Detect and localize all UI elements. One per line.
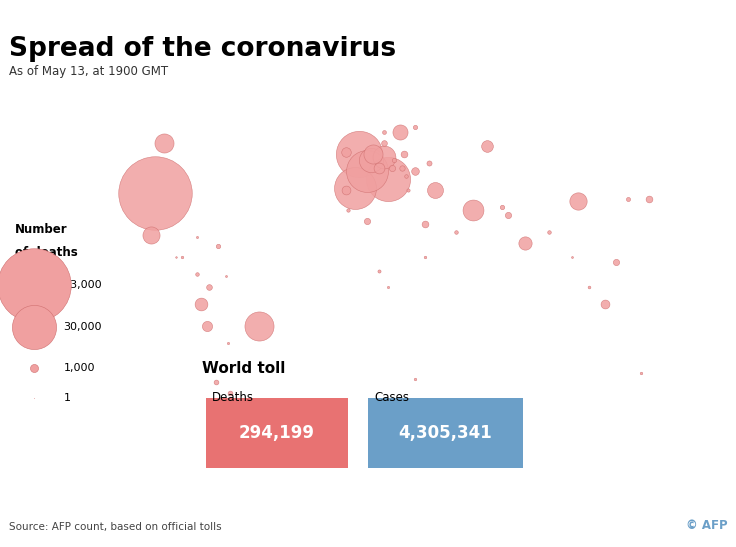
Point: [195, 300, 207, 309]
Point: [543, 228, 555, 236]
Text: World toll: World toll: [202, 361, 286, 376]
Point: [373, 266, 385, 275]
Point: [224, 388, 236, 397]
Point: [450, 228, 462, 236]
Text: 294,199: 294,199: [239, 424, 315, 442]
FancyBboxPatch shape: [367, 398, 523, 468]
Point: [419, 253, 431, 261]
Point: [378, 153, 389, 161]
Point: [365, 155, 377, 164]
Point: [398, 150, 410, 159]
Point: [28, 393, 40, 402]
Text: 30,000: 30,000: [63, 322, 102, 332]
Point: [191, 269, 203, 278]
Point: [423, 158, 435, 167]
Text: of deaths: of deaths: [15, 246, 77, 259]
Point: [573, 197, 584, 206]
Point: [146, 230, 158, 239]
Point: [481, 142, 493, 150]
Point: [408, 167, 420, 176]
Point: [408, 122, 420, 131]
Point: [349, 183, 361, 192]
Point: [643, 194, 655, 203]
Point: [600, 300, 612, 309]
Point: [340, 147, 352, 156]
Point: [170, 253, 182, 261]
Point: [361, 167, 373, 176]
Point: [177, 253, 188, 261]
Point: [373, 164, 385, 172]
Text: 83,000: 83,000: [63, 280, 102, 290]
Text: Spread of the coronavirus: Spread of the coronavirus: [9, 36, 396, 62]
Point: [623, 194, 634, 203]
Text: Cases: Cases: [374, 391, 409, 404]
Point: [566, 253, 578, 261]
Point: [204, 283, 216, 292]
Point: [496, 202, 508, 211]
Point: [467, 205, 478, 214]
Point: [408, 375, 420, 383]
Point: [222, 339, 234, 347]
Text: Source: AFP count, based on official tolls: Source: AFP count, based on official tol…: [9, 522, 222, 532]
Point: [583, 283, 595, 292]
Text: As of May 13, at 1900 GMT: As of May 13, at 1900 GMT: [9, 65, 168, 78]
Point: [28, 364, 40, 373]
Point: [212, 241, 224, 250]
FancyBboxPatch shape: [205, 398, 348, 468]
Point: [382, 283, 394, 292]
Point: [340, 186, 352, 195]
Point: [396, 164, 408, 172]
Text: Number: Number: [15, 223, 67, 236]
Point: [502, 211, 514, 220]
Point: [149, 189, 161, 197]
Point: [378, 128, 389, 137]
Point: [220, 272, 232, 281]
Point: [400, 172, 412, 181]
Point: [610, 258, 622, 267]
Point: [253, 322, 265, 330]
Text: 1: 1: [63, 393, 71, 403]
Text: Deaths: Deaths: [212, 391, 254, 404]
Point: [210, 377, 222, 386]
Point: [158, 139, 170, 148]
Point: [28, 323, 40, 331]
Point: [634, 369, 646, 378]
Point: [191, 233, 203, 242]
Point: [394, 128, 406, 137]
Point: [353, 150, 364, 159]
Point: [361, 217, 373, 225]
Point: [419, 219, 431, 228]
Text: © AFP: © AFP: [685, 519, 727, 532]
Point: [519, 238, 531, 247]
Point: [382, 175, 394, 184]
Point: [378, 139, 389, 148]
Point: [342, 205, 354, 214]
Text: 4,305,341: 4,305,341: [398, 424, 492, 442]
Point: [388, 155, 400, 164]
Point: [367, 150, 379, 159]
Point: [403, 186, 414, 195]
Point: [386, 164, 397, 172]
Point: [430, 186, 442, 195]
Text: 1,000: 1,000: [63, 363, 95, 374]
Point: [202, 322, 213, 330]
Point: [28, 281, 40, 290]
